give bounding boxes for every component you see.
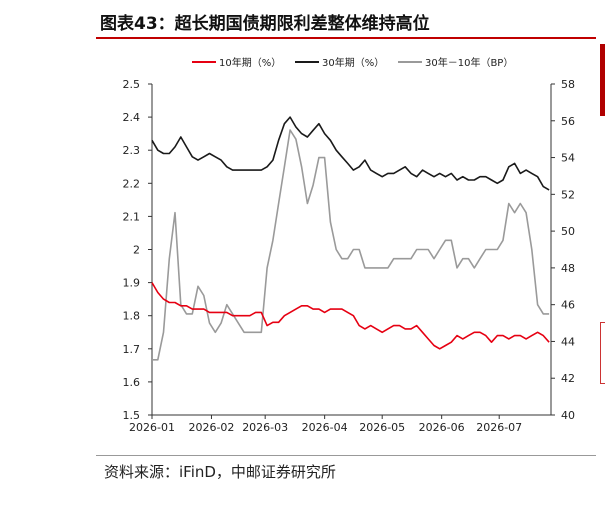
- left-tick-label: 1.8: [123, 310, 141, 323]
- title-divider: [96, 37, 596, 39]
- series-line-2: [152, 129, 550, 361]
- x-tick-label: 2026-05: [359, 421, 405, 434]
- chart-title: 图表43：超长期国债期限利差整体维持高位: [100, 14, 430, 34]
- right-tick-label: 52: [561, 188, 575, 201]
- x-tick-label: 2026-04: [302, 421, 348, 434]
- legend-label-1: 30年期（%）: [322, 56, 384, 69]
- adjacent-panel-box: [600, 322, 605, 384]
- series-line-0: [151, 282, 550, 350]
- line-chart: 1.5 1.6 1.7 1.8 1.9 2 2.1 2.2 2.3 2.4 2.5 40 42 44 46 4…: [123, 56, 576, 434]
- right-tick-label: 58: [561, 78, 575, 91]
- right-tick-label: 44: [561, 335, 575, 348]
- left-tick-label: 2.4: [123, 111, 141, 124]
- right-tick-label: 48: [561, 262, 575, 275]
- source-note: 资料来源：iFinD，中邮证券研究所: [104, 463, 336, 481]
- series-line-1: [151, 116, 550, 191]
- legend-label-0: 10年期（%）: [219, 56, 281, 69]
- left-tick-label: 2.3: [123, 144, 141, 157]
- left-tick-label: 1.9: [123, 277, 141, 290]
- chart-container: 1.5 1.6 1.7 1.8 1.9 2 2.1 2.2 2.3 2.4 2.5 40 42 44 46 4…: [96, 48, 596, 448]
- left-tick-label: 1.6: [123, 376, 141, 389]
- left-tick-label: 2.2: [123, 177, 141, 190]
- left-tick-label: 1.5: [123, 409, 141, 422]
- left-tick-label: 2.1: [123, 210, 141, 223]
- adjacent-panel-accent: [600, 44, 605, 116]
- left-tick-label: 1.7: [123, 343, 141, 356]
- right-tick-label: 40: [561, 409, 575, 422]
- legend-label-2: 30年－10年（BP）: [425, 56, 513, 69]
- left-tick-label: 2: [133, 244, 140, 257]
- right-tick-label: 54: [561, 152, 575, 165]
- right-tick-label: 46: [561, 299, 575, 312]
- right-tick-label: 56: [561, 115, 575, 128]
- chart-title-bar: 图表43：超长期国债期限利差整体维持高位: [96, 6, 596, 36]
- x-tick-label: 2026-02: [188, 421, 234, 434]
- x-tick-label: 2026-03: [242, 421, 288, 434]
- right-tick-label: 42: [561, 372, 575, 385]
- source-divider: [96, 455, 596, 456]
- right-tick-label: 50: [561, 225, 575, 238]
- left-tick-label: 2.5: [123, 78, 141, 91]
- x-tick-label: 2026-01: [129, 421, 175, 434]
- x-tick-label: 2026-07: [476, 421, 522, 434]
- x-tick-label: 2026-06: [419, 421, 465, 434]
